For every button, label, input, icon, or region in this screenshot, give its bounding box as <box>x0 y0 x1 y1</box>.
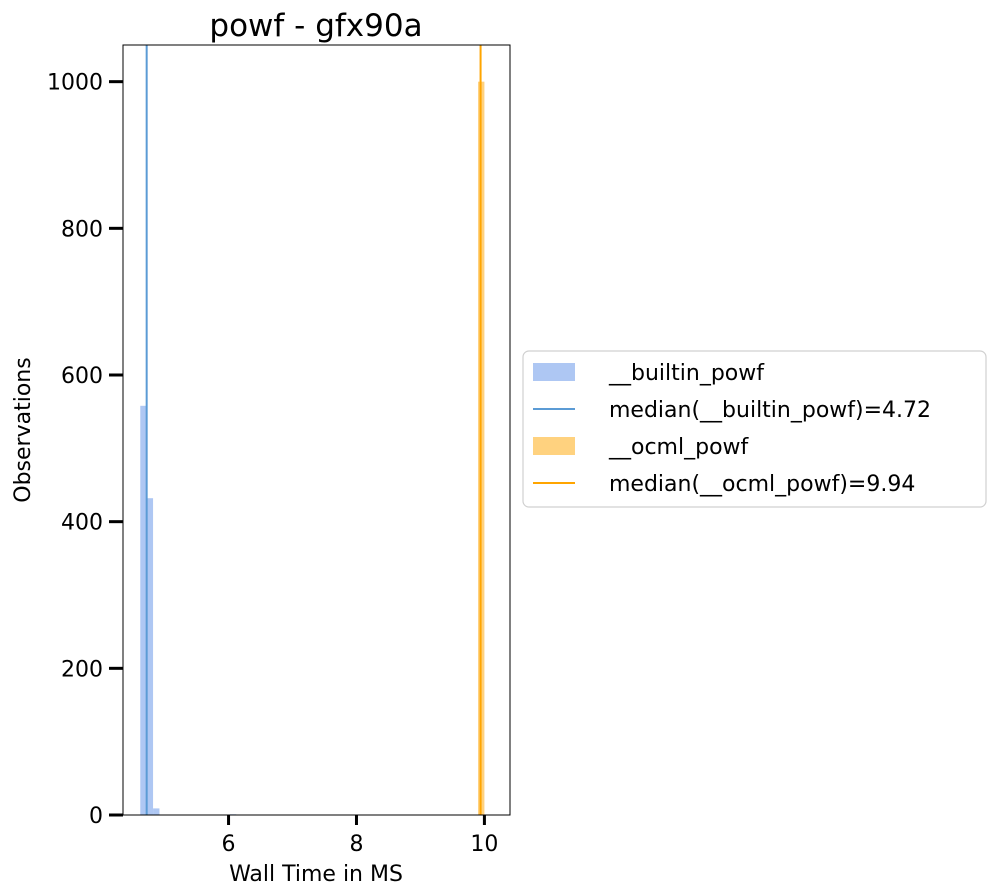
y-axis: 0 200 400 600 800 1000 <box>47 71 123 829</box>
x-axis-label: Wall Time in MS <box>229 862 403 887</box>
plot-area <box>122 44 511 816</box>
plot-frame <box>122 44 511 816</box>
x-tick-label-0: 6 <box>222 832 236 857</box>
legend-label-3: median(__ocml_powf)=9.94 <box>609 472 915 497</box>
y-tick-label-1: 200 <box>61 657 103 682</box>
legend-label-0: __builtin_powf <box>608 361 765 386</box>
histogram-bar-0-0 <box>140 405 147 815</box>
legend-label-1: median(__builtin_powf)=4.72 <box>609 398 931 423</box>
legend: __builtin_powf median(__builtin_powf)=4.7… <box>522 350 987 508</box>
y-tick-label-4: 800 <box>61 217 103 242</box>
legend-box <box>522 350 987 508</box>
legend-swatch-0 <box>533 363 575 381</box>
y-tick-label-2: 400 <box>61 511 103 536</box>
legend-swatch-2 <box>533 437 575 455</box>
histogram-bar-0-2 <box>153 808 160 815</box>
histogram-bar-0-1 <box>146 498 154 815</box>
y-tick-label-0: 0 <box>89 804 103 829</box>
x-axis: 6 8 10 <box>222 815 498 857</box>
y-tick-label-3: 600 <box>61 364 103 389</box>
legend-label-2: __ocml_powf <box>608 435 750 460</box>
x-tick-label-2: 10 <box>470 832 498 857</box>
x-tick-label-1: 8 <box>349 832 363 857</box>
chart-title: powf - gfx90a <box>209 8 422 44</box>
y-axis-label: Observations <box>11 357 36 502</box>
y-tick-label-5: 1000 <box>47 71 103 96</box>
